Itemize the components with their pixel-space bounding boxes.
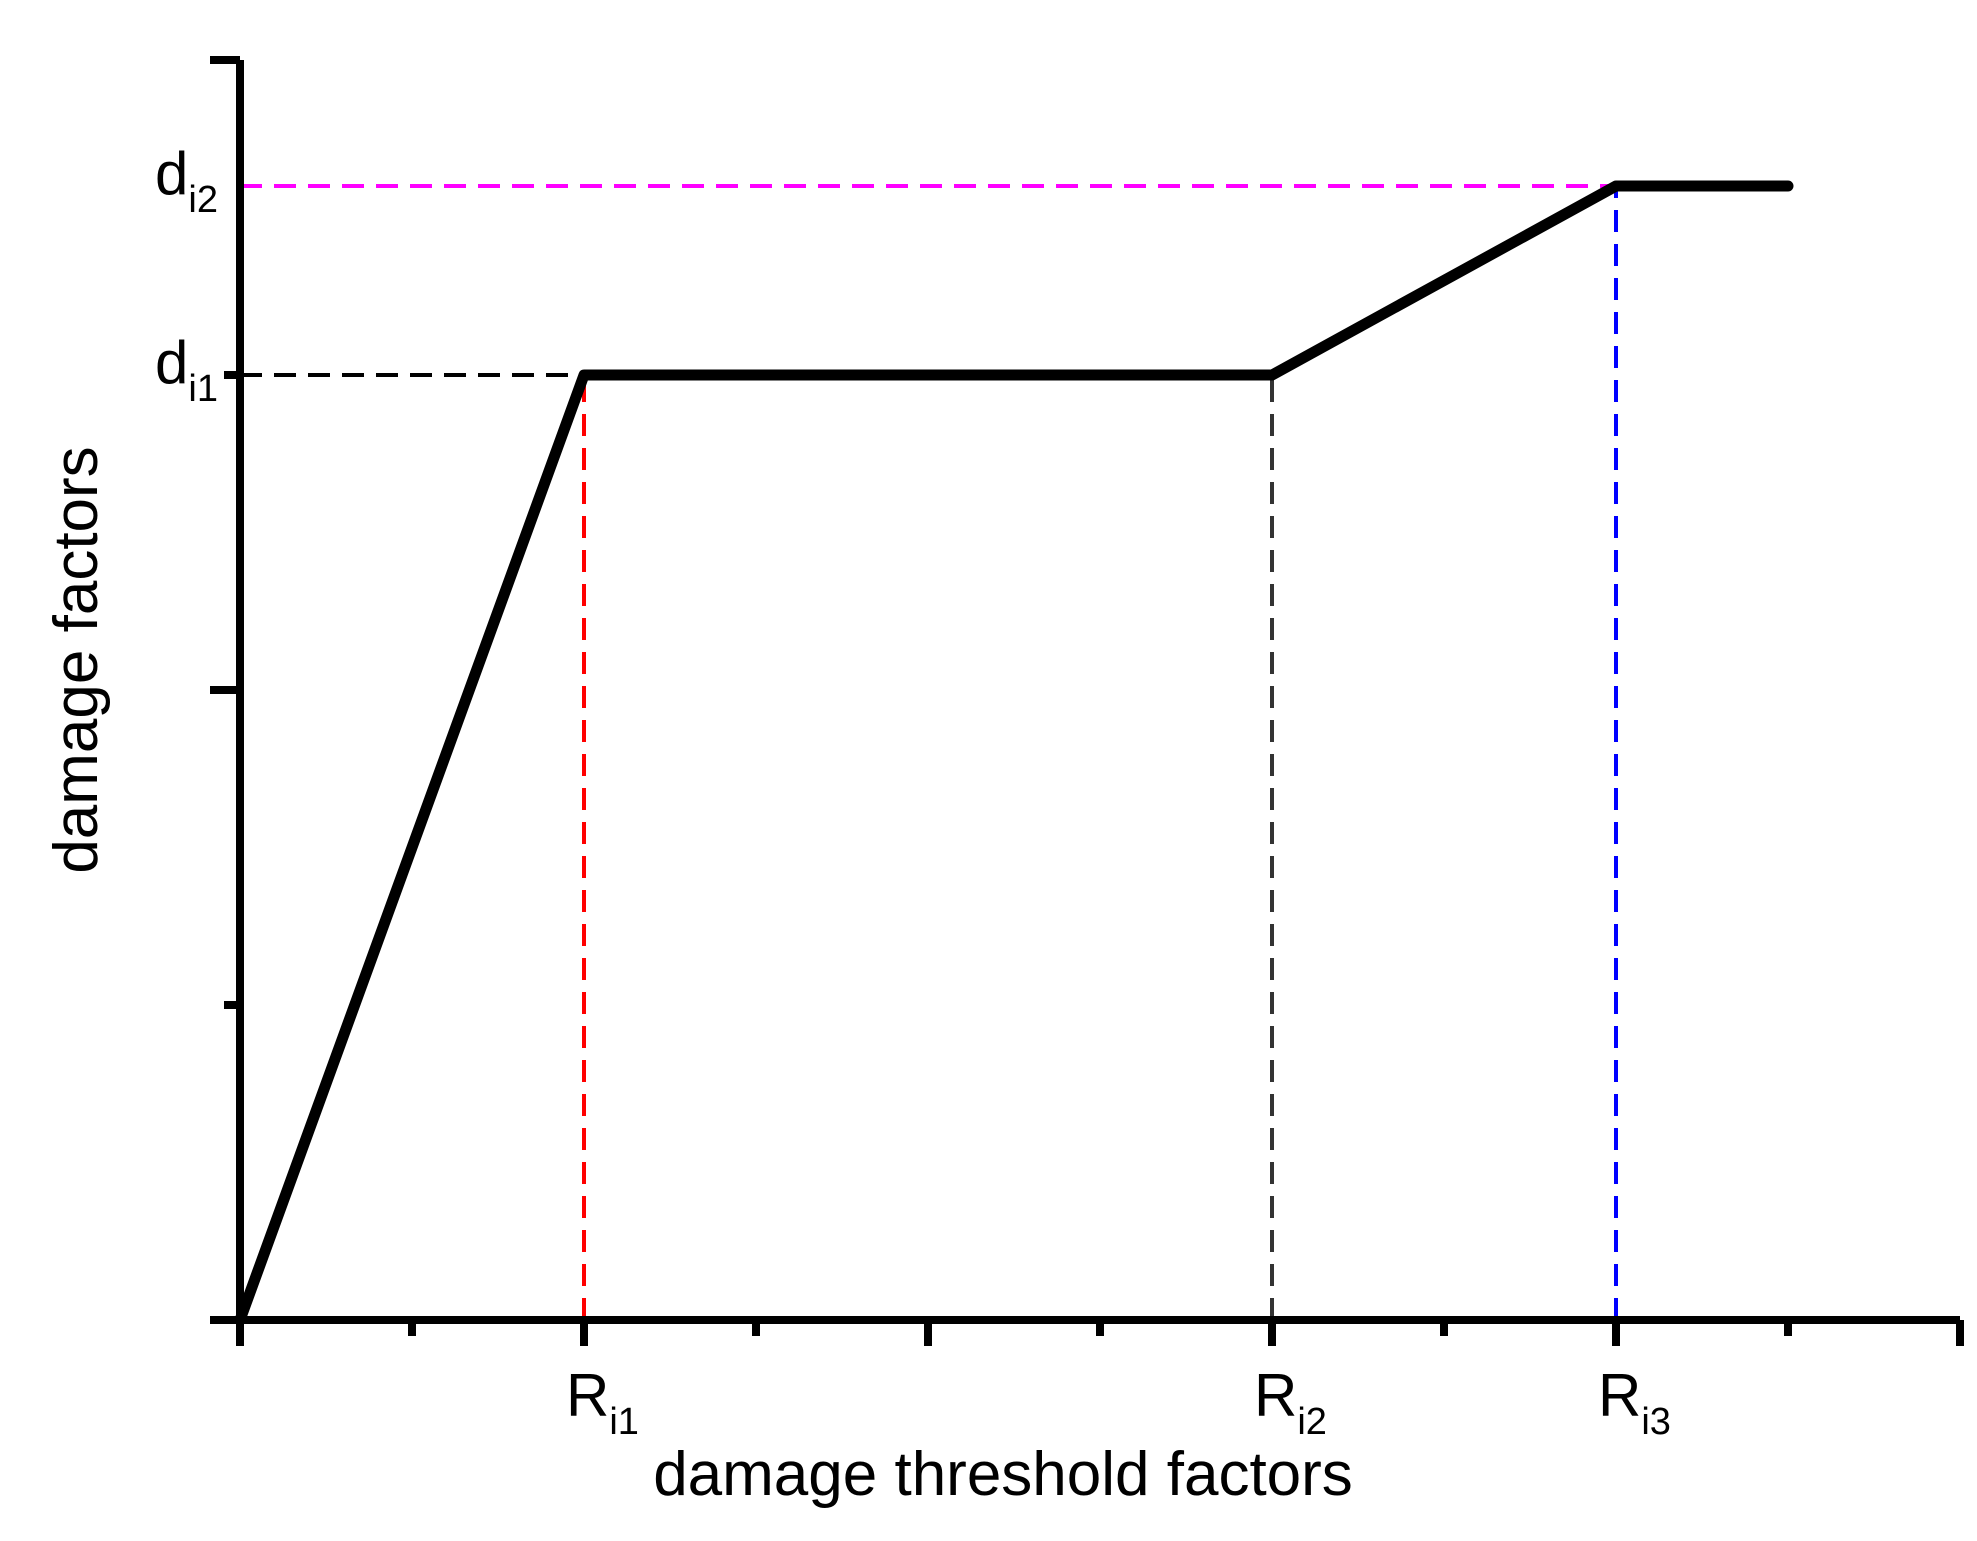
series-group	[234, 180, 1794, 1326]
axes	[210, 60, 1960, 1346]
reference-lines	[240, 184, 1618, 1320]
y-tick-label-di1: di1	[155, 329, 218, 410]
x-axis-title: damage threshold factors	[653, 1440, 1353, 1509]
tick-labels: Ri1 Ri2 Ri3 di1 di2	[155, 140, 1671, 1443]
x-tick-label-Ri3: Ri3	[1598, 1362, 1671, 1443]
x-tick-label-Ri1: Ri1	[566, 1362, 639, 1443]
y-tick-label-di2: di2	[155, 140, 218, 221]
series-line	[234, 180, 1794, 1326]
ticks	[210, 56, 1964, 1346]
y-axis-title: damage factors	[42, 446, 111, 873]
x-tick-label-Ri2: Ri2	[1254, 1362, 1327, 1443]
